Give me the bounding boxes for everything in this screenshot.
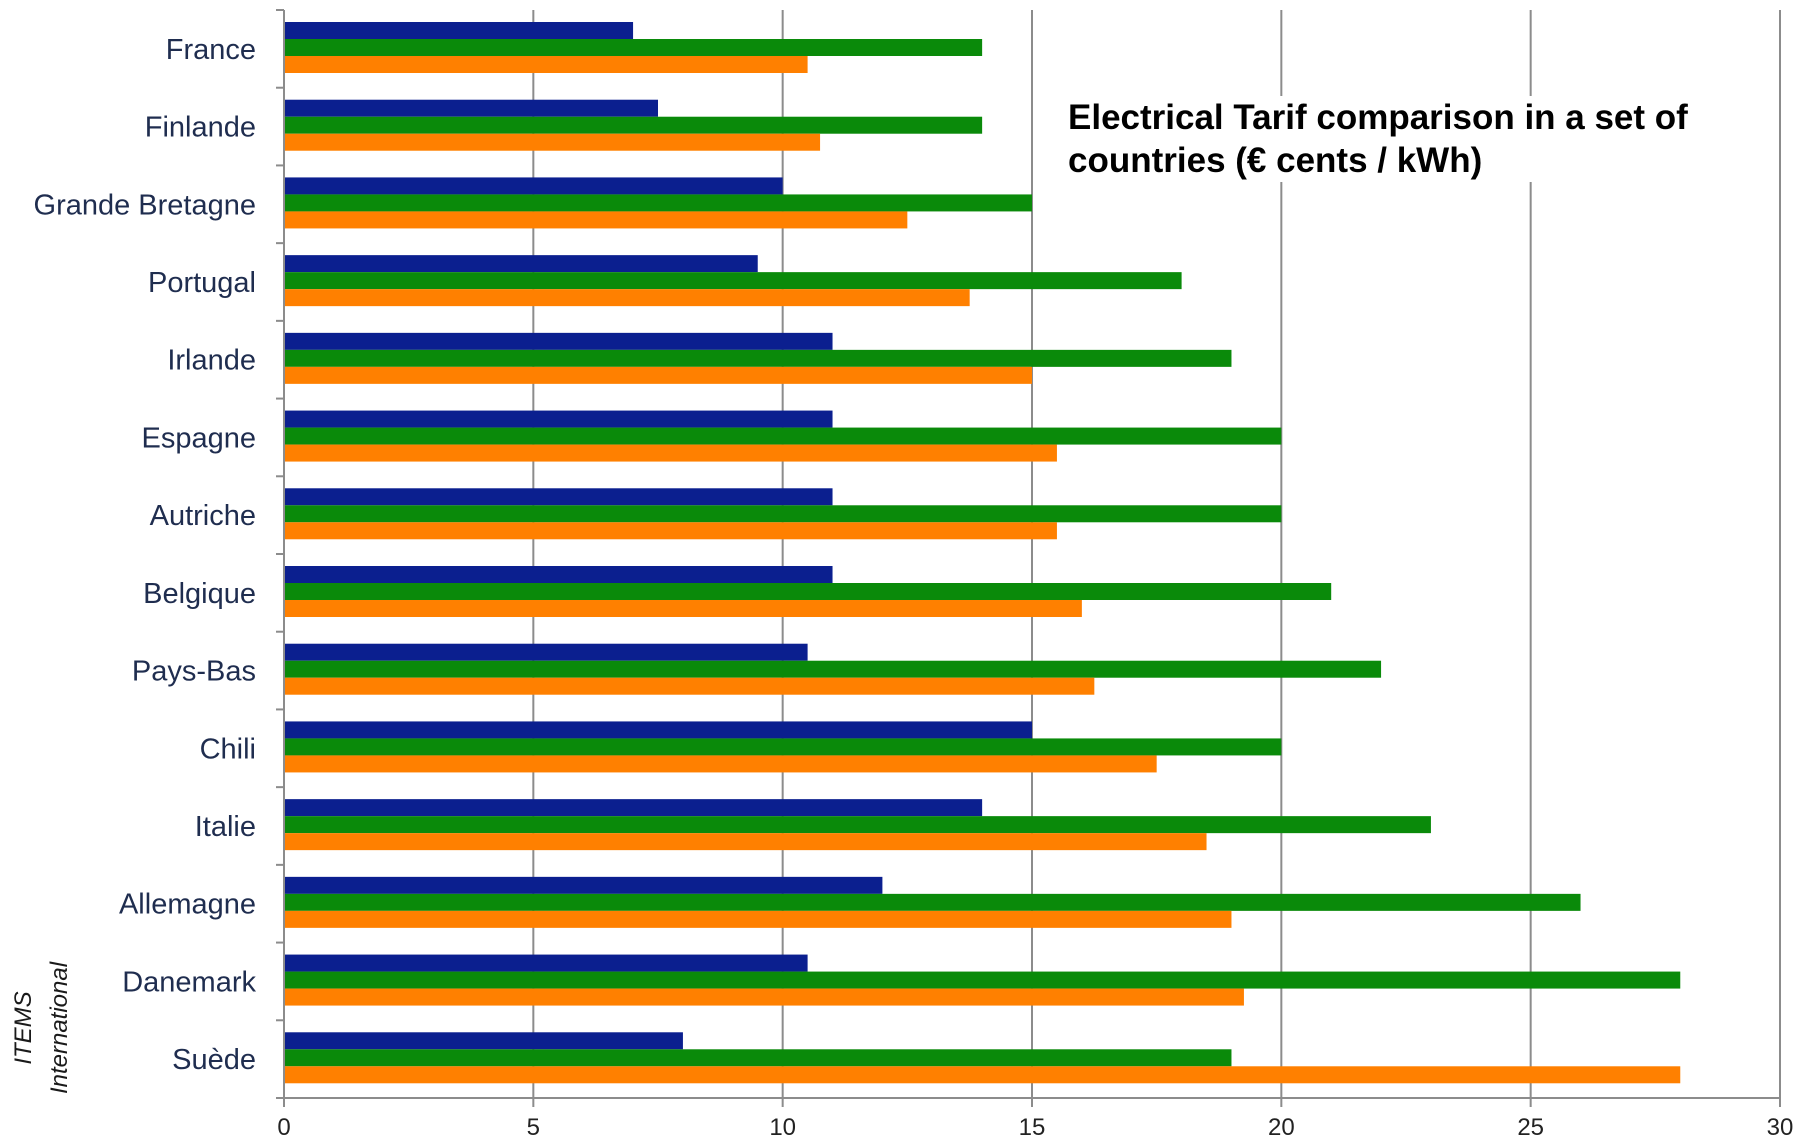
bar-series3-9 — [284, 755, 1157, 773]
bar-series3-7 — [284, 600, 1082, 617]
category-label-1: Finlande — [145, 112, 256, 144]
labels: 0 5 10 15 20 25 30 France Finlande Grande Bretagn… — [34, 34, 1794, 1141]
category-label-2: Grande Bretagne — [34, 189, 256, 221]
bar-series3-10 — [284, 833, 1207, 851]
bar-series1-1 — [284, 99, 658, 117]
bar-series2-4 — [284, 349, 1232, 367]
category-label-6: Autriche — [150, 500, 256, 532]
category-label-7: Belgique — [143, 578, 256, 610]
x-tick-label-1: 5 — [527, 1114, 540, 1141]
side-note: ITEMS International — [10, 961, 73, 1095]
category-label-5: Espagne — [142, 422, 257, 454]
bar-series3-2 — [284, 211, 908, 229]
category-label-3: Portugal — [148, 267, 256, 299]
x-tick-label-2: 10 — [769, 1114, 796, 1141]
category-label-9: Chili — [200, 733, 256, 765]
axes — [276, 9, 1781, 1107]
bar-series2-0 — [284, 39, 983, 56]
bar-series1-11 — [284, 876, 883, 894]
bar-series2-10 — [284, 816, 1431, 834]
bar-series1-10 — [284, 799, 983, 817]
bar-series1-5 — [284, 410, 833, 428]
bar-series2-8 — [284, 660, 1382, 678]
x-tick-label-3: 15 — [1019, 1114, 1046, 1141]
bar-series3-8 — [284, 677, 1095, 695]
bar-series1-0 — [284, 22, 634, 39]
bar-series2-13 — [284, 1049, 1232, 1067]
bar-series3-3 — [284, 289, 970, 307]
bar-series2-7 — [284, 583, 1332, 600]
bar-series3-5 — [284, 444, 1057, 462]
bar-series3-11 — [284, 910, 1232, 928]
bar-series2-12 — [284, 971, 1681, 989]
category-label-8: Pays-Bas — [132, 656, 256, 688]
bar-series3-13 — [284, 1066, 1681, 1084]
x-tick-label-0: 0 — [277, 1114, 290, 1141]
bar-series2-2 — [284, 194, 1032, 212]
bar-series2-1 — [284, 116, 983, 134]
bar-series1-13 — [284, 1032, 683, 1050]
bar-series1-12 — [284, 954, 808, 972]
category-label-0: France — [166, 34, 256, 66]
bar-series1-6 — [284, 488, 833, 506]
category-label-12: Danemark — [122, 966, 256, 998]
bar-series1-7 — [284, 566, 833, 583]
category-label-11: Allemagne — [119, 889, 256, 921]
bar-series3-4 — [284, 366, 1032, 384]
bar-series3-12 — [284, 988, 1244, 1006]
bars — [284, 22, 1681, 1084]
x-tick-label-6: 30 — [1767, 1114, 1794, 1141]
bar-series2-6 — [284, 505, 1282, 523]
category-label-10: Italie — [195, 811, 256, 843]
bar-series1-2 — [284, 177, 783, 195]
bar-series3-1 — [284, 133, 821, 151]
bar-series2-9 — [284, 738, 1282, 756]
category-label-4: Irlande — [167, 345, 256, 377]
bar-series2-3 — [284, 272, 1182, 290]
category-label-13: Suède — [172, 1044, 256, 1076]
x-tick-label-4: 20 — [1268, 1114, 1295, 1141]
chart-title: Electrical Tarif comparison in a set of … — [1062, 96, 1724, 182]
bar-series2-5 — [284, 427, 1282, 445]
bar-series1-4 — [284, 332, 833, 350]
bar-series3-0 — [284, 56, 808, 73]
bar-series2-11 — [284, 893, 1581, 911]
bar-series1-3 — [284, 255, 758, 273]
x-tick-label-5: 25 — [1517, 1114, 1544, 1141]
bar-series1-8 — [284, 643, 808, 661]
bar-series1-9 — [284, 721, 1032, 739]
bar-series3-6 — [284, 522, 1057, 540]
